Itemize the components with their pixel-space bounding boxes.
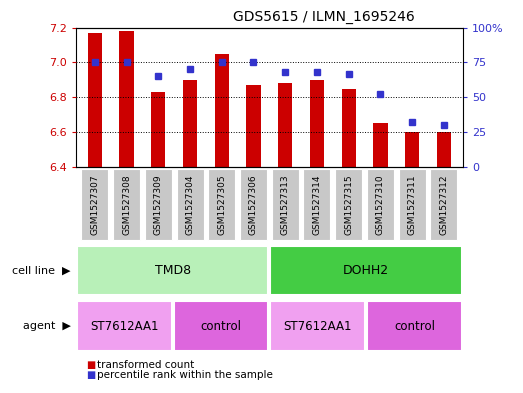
FancyBboxPatch shape bbox=[367, 169, 394, 240]
Text: transformed count: transformed count bbox=[97, 360, 194, 371]
FancyBboxPatch shape bbox=[335, 169, 362, 240]
Text: ■: ■ bbox=[86, 360, 96, 371]
Text: GSM1527306: GSM1527306 bbox=[249, 174, 258, 235]
FancyBboxPatch shape bbox=[177, 169, 203, 240]
Text: GSM1527314: GSM1527314 bbox=[312, 174, 322, 235]
Text: GSM1527313: GSM1527313 bbox=[281, 174, 290, 235]
Bar bbox=[214, 54, 229, 167]
Text: GDS5615 / ILMN_1695246: GDS5615 / ILMN_1695246 bbox=[233, 9, 415, 24]
FancyBboxPatch shape bbox=[272, 169, 299, 240]
Text: GSM1527312: GSM1527312 bbox=[439, 174, 448, 235]
Bar bbox=[246, 85, 260, 167]
Bar bbox=[151, 92, 165, 167]
Text: control: control bbox=[200, 320, 242, 333]
Bar bbox=[88, 33, 102, 167]
Text: GSM1527304: GSM1527304 bbox=[186, 174, 195, 235]
FancyBboxPatch shape bbox=[174, 301, 268, 351]
Text: ■: ■ bbox=[86, 370, 96, 380]
FancyBboxPatch shape bbox=[240, 169, 267, 240]
Text: percentile rank within the sample: percentile rank within the sample bbox=[97, 370, 272, 380]
FancyBboxPatch shape bbox=[270, 246, 462, 295]
FancyBboxPatch shape bbox=[145, 169, 172, 240]
Text: ST7612AA1: ST7612AA1 bbox=[283, 320, 352, 333]
Bar bbox=[405, 132, 419, 167]
Bar bbox=[342, 88, 356, 167]
FancyBboxPatch shape bbox=[77, 246, 268, 295]
FancyBboxPatch shape bbox=[303, 169, 331, 240]
FancyBboxPatch shape bbox=[208, 169, 235, 240]
Bar bbox=[119, 31, 134, 167]
FancyBboxPatch shape bbox=[367, 301, 462, 351]
Text: GSM1527311: GSM1527311 bbox=[407, 174, 417, 235]
Text: GSM1527310: GSM1527310 bbox=[376, 174, 385, 235]
FancyBboxPatch shape bbox=[399, 169, 426, 240]
Text: GSM1527305: GSM1527305 bbox=[217, 174, 226, 235]
Text: control: control bbox=[394, 320, 435, 333]
Bar bbox=[437, 132, 451, 167]
Text: cell line  ▶: cell line ▶ bbox=[12, 265, 71, 275]
Bar bbox=[183, 80, 197, 167]
Text: TMD8: TMD8 bbox=[154, 264, 191, 277]
Bar bbox=[310, 80, 324, 167]
Text: DOHH2: DOHH2 bbox=[343, 264, 389, 277]
Bar bbox=[278, 83, 292, 167]
Text: GSM1527309: GSM1527309 bbox=[154, 174, 163, 235]
FancyBboxPatch shape bbox=[82, 169, 108, 240]
FancyBboxPatch shape bbox=[430, 169, 457, 240]
Text: ST7612AA1: ST7612AA1 bbox=[90, 320, 158, 333]
Text: agent  ▶: agent ▶ bbox=[22, 321, 71, 331]
FancyBboxPatch shape bbox=[77, 301, 172, 351]
Text: GSM1527308: GSM1527308 bbox=[122, 174, 131, 235]
Text: GSM1527315: GSM1527315 bbox=[344, 174, 353, 235]
Text: GSM1527307: GSM1527307 bbox=[90, 174, 99, 235]
FancyBboxPatch shape bbox=[270, 301, 365, 351]
Bar bbox=[373, 123, 388, 167]
FancyBboxPatch shape bbox=[113, 169, 140, 240]
